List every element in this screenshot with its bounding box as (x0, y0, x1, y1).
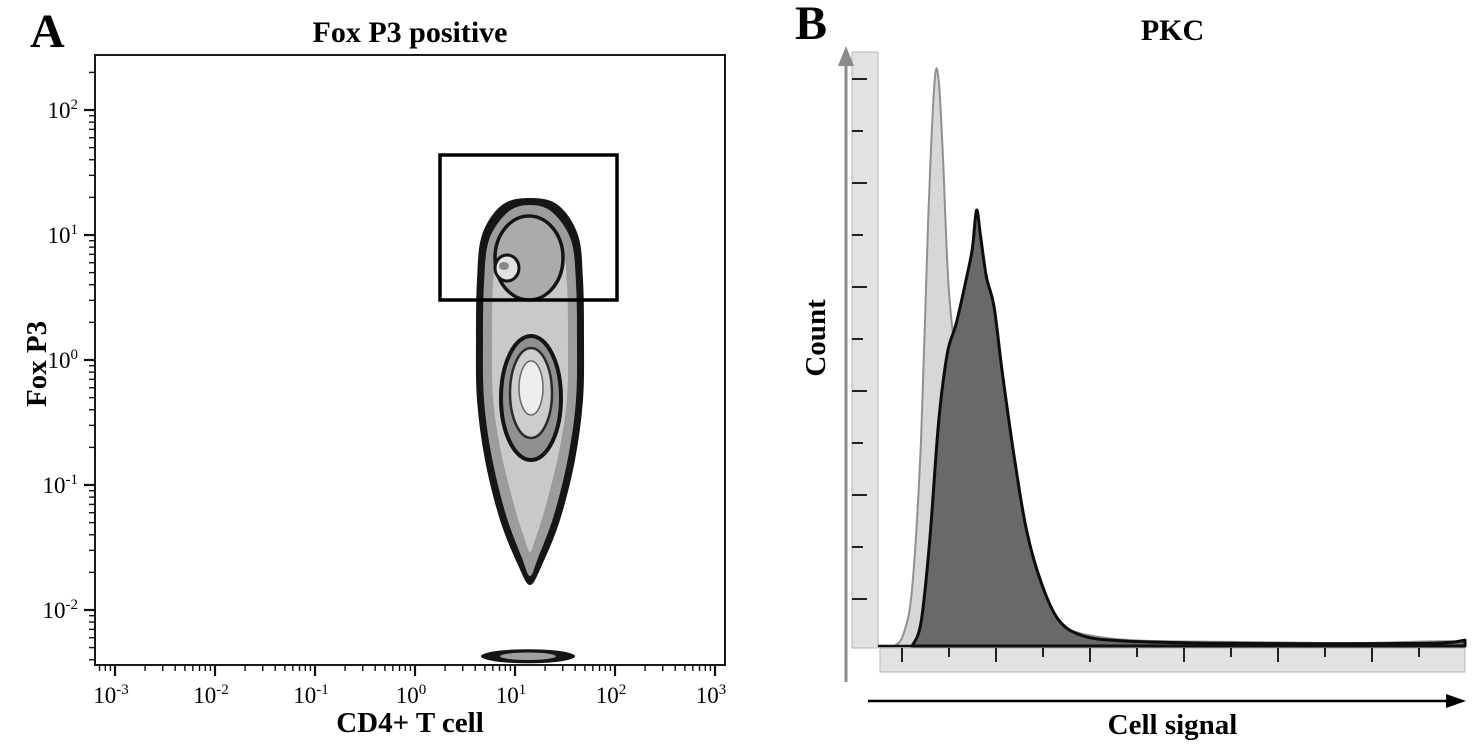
panel-b-y-axis-label: Count (800, 299, 833, 377)
panel-b-plot (838, 46, 1467, 708)
panel-a-x-axis-label: CD4+ T cell (336, 707, 484, 739)
svg-text:100: 100 (396, 682, 427, 708)
svg-text:10-2: 10-2 (193, 682, 229, 708)
svg-text:102: 102 (48, 97, 79, 123)
panel-b-x-axis-label: Cell signal (1107, 709, 1238, 741)
svg-text:101: 101 (496, 682, 527, 708)
svg-text:10-1: 10-1 (43, 472, 79, 498)
panel-a-plot: 10-3 10-2 10-1 100 101 102 10310-210-110010110… (43, 54, 727, 708)
panel-a-label: A (30, 5, 65, 58)
panel-a-title: Fox P3 positive (312, 16, 508, 49)
panel-a-y-axis-label: Fox P3 (21, 320, 54, 408)
svg-text:103: 103 (696, 682, 727, 708)
svg-text:101: 101 (48, 222, 79, 248)
svg-text:10-1: 10-1 (293, 682, 329, 708)
svg-text:102: 102 (596, 682, 627, 708)
panel-b-title: PKC (1140, 14, 1205, 47)
svg-text:10-3: 10-3 (93, 682, 129, 708)
panel-b-label: B (795, 0, 828, 50)
svg-text:10-2: 10-2 (43, 597, 79, 623)
